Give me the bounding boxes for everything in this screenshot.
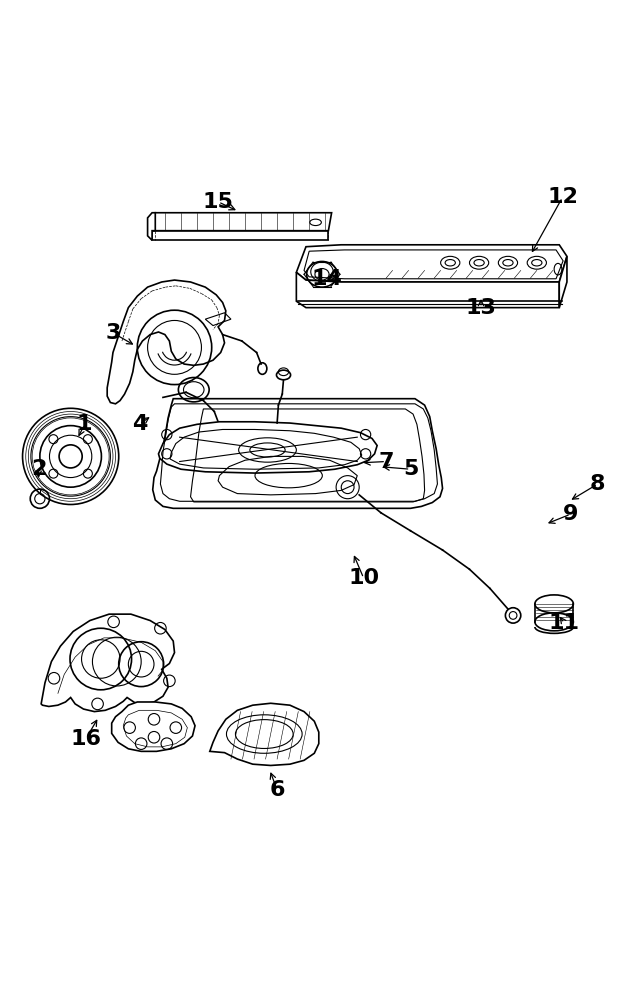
Polygon shape	[153, 399, 442, 508]
Text: 7: 7	[379, 452, 394, 472]
Polygon shape	[107, 280, 226, 404]
Text: 13: 13	[466, 298, 497, 318]
Polygon shape	[152, 231, 328, 240]
Ellipse shape	[535, 595, 573, 613]
Text: 3: 3	[106, 323, 121, 343]
Ellipse shape	[535, 613, 573, 631]
Circle shape	[23, 408, 118, 504]
Polygon shape	[147, 213, 155, 240]
Polygon shape	[41, 614, 175, 712]
Text: 6: 6	[269, 780, 285, 800]
Polygon shape	[559, 256, 567, 308]
Polygon shape	[152, 213, 332, 231]
Text: 5: 5	[402, 459, 418, 479]
Text: 4: 4	[131, 414, 147, 434]
Text: 11: 11	[549, 613, 580, 633]
Polygon shape	[296, 272, 559, 308]
Text: 10: 10	[348, 568, 379, 588]
Polygon shape	[111, 702, 195, 751]
Circle shape	[506, 608, 521, 623]
Text: 15: 15	[203, 192, 234, 212]
Text: 8: 8	[590, 474, 605, 494]
Text: 9: 9	[563, 504, 578, 524]
Polygon shape	[296, 245, 567, 282]
Text: 1: 1	[77, 414, 93, 434]
Polygon shape	[158, 422, 377, 473]
Text: 12: 12	[547, 187, 578, 207]
Text: 16: 16	[71, 729, 102, 749]
Ellipse shape	[276, 370, 290, 380]
Text: 14: 14	[312, 269, 343, 289]
Text: 2: 2	[31, 459, 46, 479]
Polygon shape	[210, 703, 319, 765]
